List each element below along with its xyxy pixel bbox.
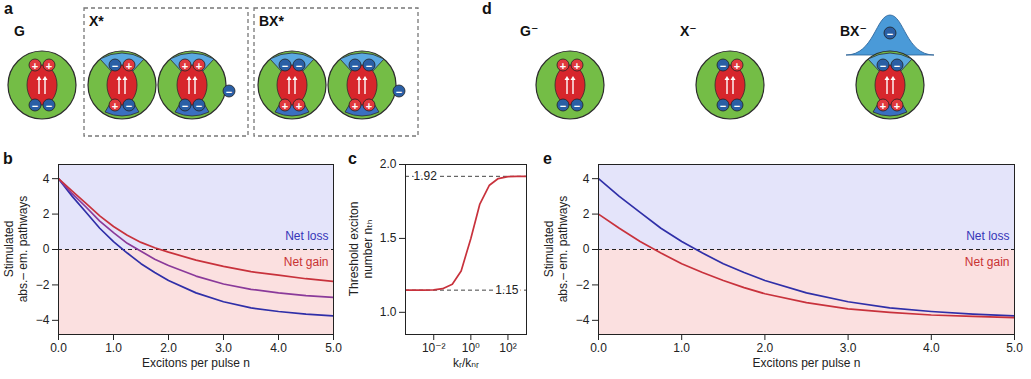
svg-text:2: 2 — [43, 207, 50, 221]
svg-text:Threshold excitonnumber nₜₕ: Threshold excitonnumber nₜₕ — [347, 202, 375, 297]
svg-text:2: 2 — [583, 207, 590, 221]
svg-text:−2: −2 — [576, 278, 590, 292]
svg-text:−: − — [366, 60, 372, 72]
svg-text:4.0: 4.0 — [270, 341, 287, 355]
svg-text:1.0: 1.0 — [105, 341, 122, 355]
svg-text:Net gain: Net gain — [965, 255, 1010, 269]
svg-text:−: − — [880, 60, 886, 72]
html-text:a: a — [4, 0, 13, 17]
svg-text:+: + — [46, 60, 52, 72]
svg-text:X⁻: X⁻ — [680, 23, 697, 39]
svg-text:Net gain: Net gain — [284, 255, 329, 269]
svg-text:−: − — [574, 100, 580, 112]
svg-text:+: + — [574, 60, 580, 72]
svg-text:+: + — [366, 100, 372, 112]
svg-text:Net loss: Net loss — [966, 229, 1009, 243]
svg-text:2.0: 2.0 — [380, 157, 397, 171]
svg-text:X*: X* — [89, 13, 104, 29]
svg-text:−: − — [182, 100, 188, 112]
svg-text:2.0: 2.0 — [757, 341, 774, 355]
svg-text:+: + — [894, 100, 900, 112]
svg-text:−: − — [32, 100, 38, 112]
svg-text:+: + — [560, 60, 566, 72]
svg-text:+: + — [352, 100, 358, 112]
svg-text:−: − — [396, 86, 402, 98]
html-text:b: b — [3, 150, 13, 167]
svg-text:10⁻²: 10⁻² — [422, 341, 446, 355]
svg-text:−: − — [720, 100, 726, 112]
svg-text:BX*: BX* — [259, 13, 284, 29]
svg-text:Stimulatedabs.– em. pathways: Stimulatedabs.– em. pathways — [542, 196, 570, 303]
svg-text:4: 4 — [43, 172, 50, 186]
svg-text:kᵣ/kₙᵣ: kᵣ/kₙᵣ — [453, 356, 479, 370]
svg-text:Excitons per pulse n: Excitons per pulse n — [752, 356, 860, 370]
svg-text:−: − — [46, 100, 52, 112]
html-text:e: e — [543, 150, 552, 167]
svg-text:3.0: 3.0 — [840, 341, 857, 355]
svg-text:Excitons per pulse n: Excitons per pulse n — [142, 356, 250, 370]
svg-text:1.5: 1.5 — [380, 231, 397, 245]
svg-text:5.0: 5.0 — [325, 341, 342, 355]
svg-text:10²: 10² — [499, 341, 516, 355]
svg-text:G: G — [14, 23, 25, 39]
svg-text:−: − — [196, 100, 202, 112]
svg-text:1.0: 1.0 — [380, 305, 397, 319]
svg-text:−: − — [226, 86, 232, 98]
html-text:d: d — [482, 0, 492, 17]
svg-text:0.0: 0.0 — [590, 341, 607, 355]
svg-text:0: 0 — [583, 242, 590, 256]
svg-text:−: − — [352, 60, 358, 72]
svg-text:3.0: 3.0 — [215, 341, 232, 355]
svg-text:−: − — [734, 100, 740, 112]
svg-text:+: + — [296, 100, 302, 112]
svg-text:−4: −4 — [576, 313, 590, 327]
svg-text:−2: −2 — [36, 278, 50, 292]
svg-text:−: − — [560, 100, 566, 112]
svg-text:−: − — [720, 60, 726, 72]
svg-text:G⁻: G⁻ — [520, 23, 538, 39]
svg-text:−: − — [887, 28, 893, 40]
svg-text:10⁰: 10⁰ — [462, 341, 480, 355]
svg-text:1.92: 1.92 — [414, 169, 438, 183]
svg-text:0: 0 — [43, 242, 50, 256]
svg-text:+: + — [880, 100, 886, 112]
svg-text:−: − — [112, 60, 118, 72]
svg-text:−: − — [296, 60, 302, 72]
svg-text:+: + — [196, 60, 202, 72]
svg-text:−: − — [282, 60, 288, 72]
svg-text:+: + — [126, 60, 132, 72]
svg-text:5.0: 5.0 — [1006, 341, 1023, 355]
svg-text:+: + — [32, 60, 38, 72]
html-text:c: c — [348, 150, 357, 167]
svg-text:4.0: 4.0 — [923, 341, 940, 355]
svg-text:1.15: 1.15 — [495, 283, 519, 297]
svg-text:Stimulatedabs.– em. pathways: Stimulatedabs.– em. pathways — [2, 196, 30, 303]
svg-text:+: + — [734, 60, 740, 72]
svg-text:−: − — [894, 60, 900, 72]
svg-text:+: + — [112, 100, 118, 112]
svg-text:+: + — [282, 100, 288, 112]
svg-text:0.0: 0.0 — [50, 341, 67, 355]
svg-text:Net loss: Net loss — [285, 229, 328, 243]
svg-text:1.0: 1.0 — [673, 341, 690, 355]
svg-text:−4: −4 — [36, 313, 50, 327]
svg-text:4: 4 — [583, 172, 590, 186]
svg-text:BX⁻: BX⁻ — [840, 23, 867, 39]
svg-text:2.0: 2.0 — [160, 341, 177, 355]
svg-text:−: − — [126, 100, 132, 112]
svg-text:+: + — [182, 60, 188, 72]
